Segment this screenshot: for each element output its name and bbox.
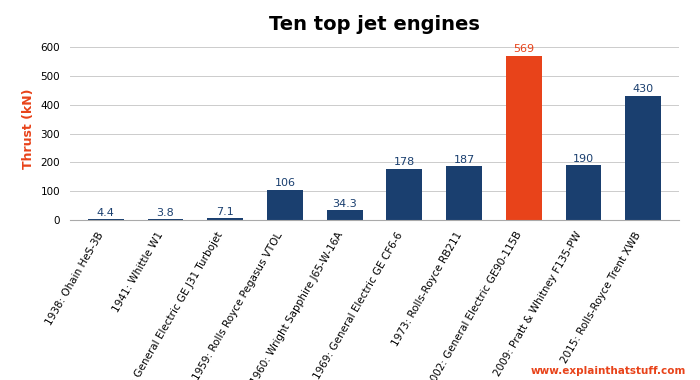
Bar — [148, 219, 183, 220]
Bar — [446, 166, 482, 220]
Bar — [327, 211, 363, 220]
Bar — [267, 190, 303, 220]
Text: 3.8: 3.8 — [157, 208, 174, 218]
Text: 187: 187 — [454, 155, 475, 165]
Text: 430: 430 — [633, 84, 654, 95]
Bar — [207, 218, 243, 220]
Text: 190: 190 — [573, 154, 594, 164]
Bar — [506, 55, 542, 220]
Title: Ten top jet engines: Ten top jet engines — [269, 15, 480, 34]
Text: 34.3: 34.3 — [332, 199, 357, 209]
Text: 4.4: 4.4 — [97, 208, 115, 218]
Text: 7.1: 7.1 — [216, 207, 234, 217]
Text: 569: 569 — [513, 44, 534, 54]
Bar — [625, 96, 661, 220]
Text: 178: 178 — [393, 157, 415, 168]
Bar — [88, 219, 124, 220]
Y-axis label: Thrust (kN): Thrust (kN) — [22, 89, 35, 169]
Text: www.explainthatstuff.com: www.explainthatstuff.com — [531, 366, 686, 376]
Bar — [566, 165, 601, 220]
Bar — [386, 169, 422, 220]
Text: 106: 106 — [274, 178, 295, 188]
